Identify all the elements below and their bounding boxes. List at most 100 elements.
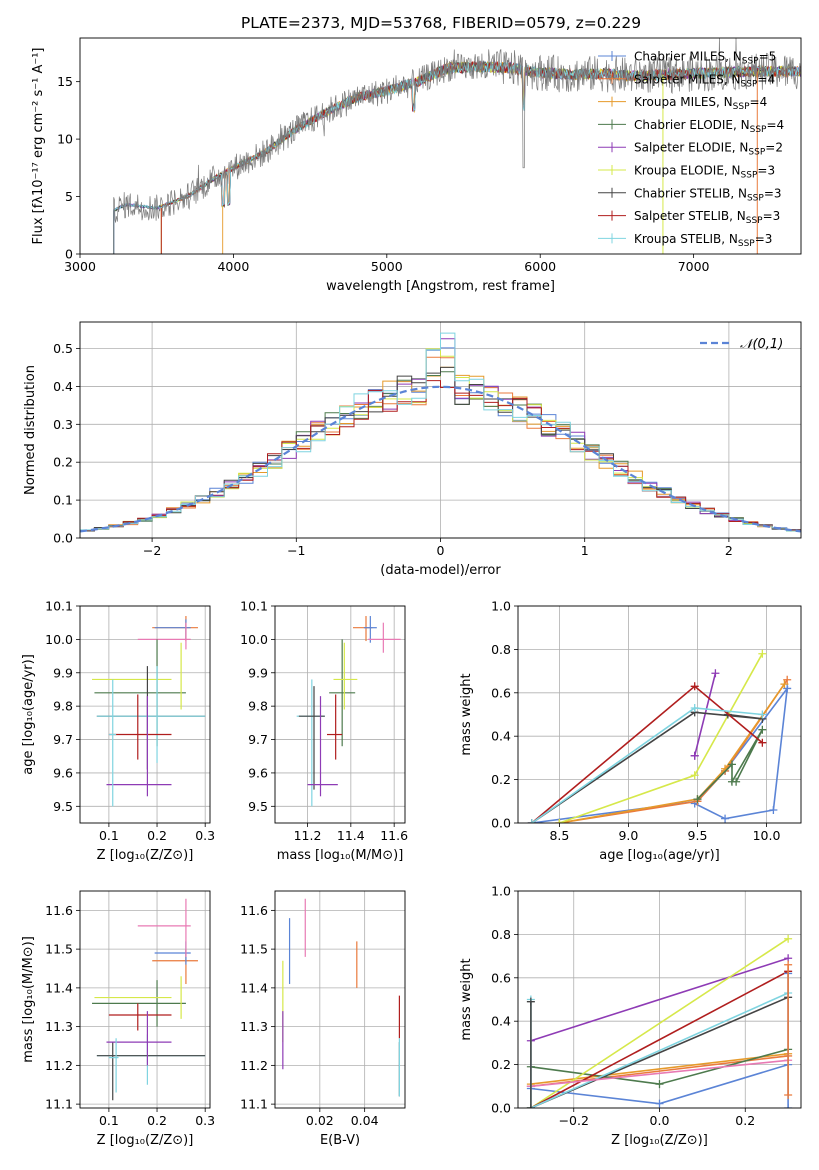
data-point: [363, 616, 377, 643]
mass-weight-marker: [783, 684, 792, 693]
data-point: [333, 642, 358, 710]
data-point: [92, 980, 186, 1027]
data-point: [152, 616, 198, 642]
x-axis-label: E(B-V): [320, 1133, 360, 1148]
y-tick-label: 0.0: [491, 1101, 511, 1116]
mass-weight-series-line: [559, 683, 786, 823]
y-tick-label: 1.0: [491, 599, 511, 614]
x-tick-label: 6000: [524, 259, 556, 274]
y-tick-label: 11.2: [240, 1058, 268, 1073]
legend-subscript: SSP: [747, 193, 764, 203]
mass-weight-marker: [727, 760, 736, 769]
mass-weight-series-line: [531, 711, 763, 823]
mass-weight-series-line: [530, 970, 789, 1108]
data-point: [108, 679, 117, 807]
y-tick-label: 10.1: [240, 599, 268, 614]
data-point: [96, 1042, 206, 1101]
mass-weight-marker: [526, 997, 535, 1006]
mass-weight-marker: [784, 934, 793, 943]
y-axis-label: mass weight: [459, 958, 474, 1040]
x-axis-label: Z [log₁₀(Z/Z⊙)]: [97, 848, 194, 863]
mass-weight-vs-Z-plot-area: [526, 934, 793, 1108]
y-tick-label: 11.6: [240, 903, 268, 918]
legend-value: =3: [763, 209, 781, 223]
legend-value: =3: [764, 186, 782, 200]
legend-entry: Chabrier STELIB, NSSP=3: [634, 186, 782, 203]
x-tick-label: 2: [725, 543, 733, 558]
y-axis-label: Normed distribution: [23, 365, 38, 495]
mass-weight-marker: [690, 682, 699, 691]
mass-weight-marker: [690, 703, 699, 712]
data-point: [108, 1038, 119, 1093]
mass-weight-marker: [784, 960, 793, 969]
mass-weight-marker: [780, 680, 789, 689]
axes-frame: [79, 890, 211, 1109]
y-tick-label: 9.9: [248, 665, 268, 680]
x-tick-label: 8.5: [549, 828, 569, 843]
legend-subscript: SSP: [750, 125, 767, 135]
y-tick-label: 9.8: [53, 699, 73, 714]
y-tick-label: 10: [57, 132, 73, 147]
legend-entry: Salpeter STELIB, NSSP=3: [634, 209, 780, 226]
y-tick-label: 10.0: [240, 632, 268, 647]
data-point: [368, 622, 401, 653]
x-tick-label: 4000: [217, 259, 249, 274]
y-tick-label: 0.4: [491, 729, 511, 744]
x-tick-label: 0.3: [195, 1113, 215, 1128]
x-tick-label: −1: [287, 543, 305, 558]
mass-weight-marker: [555, 819, 564, 823]
x-tick-label: 11.4: [337, 828, 365, 843]
data-point: [137, 622, 191, 650]
mass-vs-Z-panel: 0.1 0.2 0.3 11.1 11.2 11.3 11.4 11.5 11.6 Z [log₁…: [21, 890, 215, 1148]
mass-weight-marker: [690, 771, 699, 780]
data-point: [108, 694, 172, 760]
mass-weight-marker: [721, 814, 730, 823]
y-tick-label: 9.5: [53, 799, 73, 814]
data-point: [329, 639, 356, 747]
y-tick-label: 9.5: [248, 799, 268, 814]
y-tick-label: 0.2: [53, 455, 73, 470]
mass-weight-series-line: [559, 679, 788, 823]
legend-subscript: SSP: [733, 102, 750, 112]
legend: 𝒩(0,1): [700, 337, 783, 352]
spectrum-plot-area: [113, 38, 801, 254]
legend-subscript: SSP: [746, 216, 763, 226]
axes-frame: [517, 605, 802, 824]
y-tick-label: 11.6: [45, 903, 73, 918]
legend-value: =3: [757, 164, 775, 178]
spectrum-panel: 3000 4000 5000 6000 7000 0 5 10 15 wavelength [An…: [31, 37, 802, 294]
legend-entry: Kroupa MILES, NSSP=4: [634, 95, 767, 112]
y-tick-label: 10.1: [45, 599, 73, 614]
y-tick-label: 0.1: [53, 493, 73, 508]
y-tick-label: 0.4: [491, 1014, 511, 1029]
x-tick-label: 3000: [64, 259, 96, 274]
residual-histogram-line: [80, 332, 801, 532]
x-tick-label: 9.0: [618, 828, 638, 843]
x-tick-label: 0.1: [99, 1113, 119, 1128]
y-tick-label: 0.3: [53, 417, 73, 432]
legend-entry: Kroupa STELIB, NSSP=3: [634, 232, 772, 249]
y-axis-label: age [log₁₀(age/yr)]: [21, 654, 36, 775]
data-point: [92, 642, 182, 710]
legend-subscript: SSP: [741, 79, 758, 89]
mass-weight-marker: [526, 1104, 535, 1108]
y-tick-label: 0.4: [53, 379, 73, 394]
mass-weight-vs-Z-panel: −0.2 0.0 0.2 0.0 0.2 0.4 0.6 0.8 1.0 Z [log₁₀(Z/Z…: [459, 884, 802, 1148]
mass-weight-marker: [527, 819, 536, 823]
legend-value: =4: [750, 95, 768, 109]
model-spectrum-line: [113, 61, 801, 254]
x-tick-label: 5000: [371, 259, 403, 274]
x-tick-label: 1: [581, 543, 589, 558]
x-axis-label: wavelength [Angstrom, rest frame]: [326, 279, 555, 294]
legend-entry: Salpeter ELODIE, NSSP=2: [634, 141, 783, 158]
mass-weight-series-line: [530, 1059, 789, 1088]
x-tick-label: −2: [143, 543, 161, 558]
x-tick-label: 0: [437, 543, 445, 558]
mass-weight-series-line: [530, 957, 789, 1042]
data-point: [106, 696, 172, 797]
y-tick-label: 11.5: [240, 942, 268, 957]
mass-weight-series-line: [531, 685, 763, 823]
y-tick-label: 9.8: [248, 699, 268, 714]
legend-subscript: SSP: [738, 239, 755, 249]
